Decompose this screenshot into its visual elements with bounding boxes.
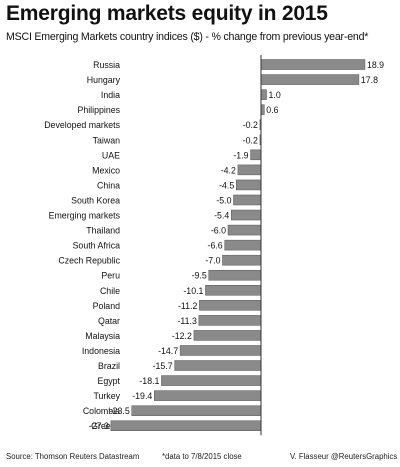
category-label: Peru <box>101 271 120 281</box>
data-label: 0.6 <box>266 105 278 115</box>
bar <box>154 390 262 401</box>
bar <box>174 360 262 371</box>
date-footnote: *data to 7/8/2015 close <box>162 452 242 461</box>
bar <box>208 269 262 281</box>
data-label: 1.0 <box>269 90 281 100</box>
bar <box>231 209 262 221</box>
chart-title: Emerging markets equity in 2015 <box>6 2 328 25</box>
category-label: China <box>97 180 120 190</box>
data-label: -11.2 <box>178 301 198 311</box>
category-label: Czech Republic <box>58 256 120 266</box>
data-label: -5.0 <box>216 195 231 205</box>
category-label: Emerging markets <box>49 211 121 221</box>
data-label: -15.7 <box>153 361 173 371</box>
data-label: -6.6 <box>208 241 223 251</box>
bar <box>193 330 262 341</box>
data-label: -1.9 <box>233 150 248 160</box>
data-label: -4.2 <box>221 165 236 175</box>
data-label: -5.4 <box>214 211 229 221</box>
data-label: 17.8 <box>361 75 378 85</box>
bar <box>199 300 262 311</box>
category-label: India <box>101 90 120 100</box>
category-label: South Korea <box>71 195 120 205</box>
category-label: Russia <box>93 60 120 70</box>
bar <box>227 224 262 236</box>
category-label: Taiwan <box>93 135 120 145</box>
data-label: -14.7 <box>158 346 178 356</box>
data-label: -0.2 <box>243 120 258 130</box>
category-label: Greece <box>91 421 120 431</box>
category-label: Malaysia <box>85 331 120 341</box>
data-label: -7.0 <box>205 256 220 266</box>
category-label: Turkey <box>93 391 120 401</box>
bar <box>233 194 262 206</box>
category-label: Chile <box>100 286 120 296</box>
bar <box>198 315 262 326</box>
chart-subtitle: MSCI Emerging Markets country indices ($… <box>6 31 369 43</box>
category-label: Developed markets <box>44 120 120 130</box>
data-label: -18.1 <box>139 376 159 386</box>
data-label: -27.3 <box>89 421 109 431</box>
category-label: South Africa <box>73 241 121 251</box>
bar <box>131 405 262 416</box>
data-label: -6.0 <box>211 226 226 236</box>
data-label: -9.5 <box>192 271 207 281</box>
bar <box>260 59 366 70</box>
category-label: Qatar <box>98 316 120 326</box>
bar <box>250 149 262 161</box>
bar <box>161 375 262 386</box>
category-label: UAE <box>102 150 120 160</box>
source-note: Source: Thomson Reuters Datastream <box>6 452 140 461</box>
category-label: Egypt <box>98 376 121 386</box>
bar <box>205 285 262 296</box>
data-label: -10.1 <box>183 286 203 296</box>
bar <box>179 345 262 356</box>
bar <box>260 74 360 85</box>
bar <box>236 179 262 191</box>
bar <box>110 420 262 431</box>
category-label: Indonesia <box>82 346 120 356</box>
category-label: Colombia <box>83 406 120 416</box>
bar <box>237 164 262 176</box>
bar <box>222 254 262 266</box>
graphic-credit: V. Flasseur @ReutersGraphics <box>290 452 398 461</box>
category-label: Brazil <box>98 361 120 371</box>
data-label: -12.2 <box>172 331 192 341</box>
data-label: -4.5 <box>219 180 234 190</box>
bar <box>260 89 267 100</box>
data-label: 18.9 <box>367 60 384 70</box>
category-label: Philippines <box>77 105 120 115</box>
category-label: Poland <box>93 301 120 311</box>
bar <box>224 239 262 251</box>
category-label: Hungary <box>87 75 121 85</box>
data-label: -0.2 <box>243 135 258 145</box>
category-label: Mexico <box>92 165 120 175</box>
category-label: Thailand <box>86 226 120 236</box>
data-label: -11.3 <box>177 316 197 326</box>
data-label: -19.4 <box>132 391 152 401</box>
data-label: -23.5 <box>110 406 130 416</box>
